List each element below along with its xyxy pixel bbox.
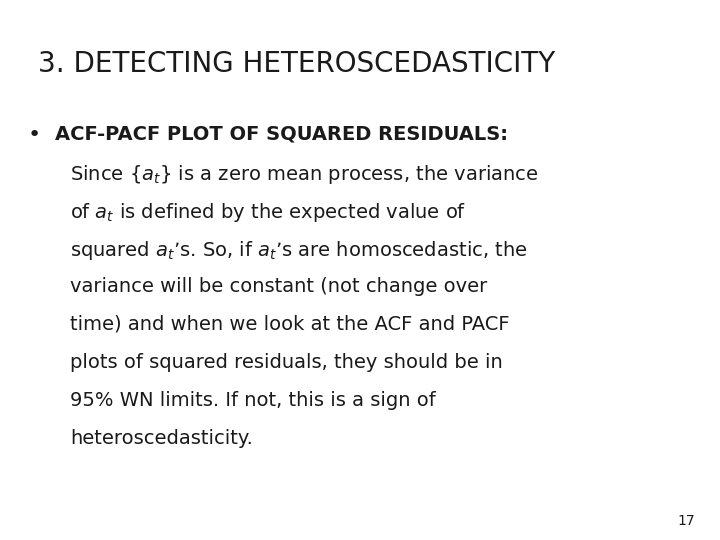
Text: 17: 17 xyxy=(678,514,695,528)
Text: heteroscedasticity.: heteroscedasticity. xyxy=(70,429,253,448)
Text: variance will be constant (not change over: variance will be constant (not change ov… xyxy=(70,277,487,296)
Text: squared $a_t$’s. So, if $a_t$’s are homoscedastic, the: squared $a_t$’s. So, if $a_t$’s are homo… xyxy=(70,239,528,262)
Text: Since {$a_t$} is a zero mean process, the variance: Since {$a_t$} is a zero mean process, th… xyxy=(70,163,539,186)
Text: 95% WN limits. If not, this is a sign of: 95% WN limits. If not, this is a sign of xyxy=(70,391,436,410)
Text: plots of squared residuals, they should be in: plots of squared residuals, they should … xyxy=(70,353,503,372)
Text: 3. DETECTING HETEROSCEDASTICITY: 3. DETECTING HETEROSCEDASTICITY xyxy=(38,50,555,78)
Text: ACF-PACF PLOT OF SQUARED RESIDUALS:: ACF-PACF PLOT OF SQUARED RESIDUALS: xyxy=(55,125,508,144)
Text: of $a_t$ is defined by the expected value of: of $a_t$ is defined by the expected valu… xyxy=(70,201,467,224)
Text: •: • xyxy=(28,125,41,145)
Text: time) and when we look at the ACF and PACF: time) and when we look at the ACF and PA… xyxy=(70,315,510,334)
